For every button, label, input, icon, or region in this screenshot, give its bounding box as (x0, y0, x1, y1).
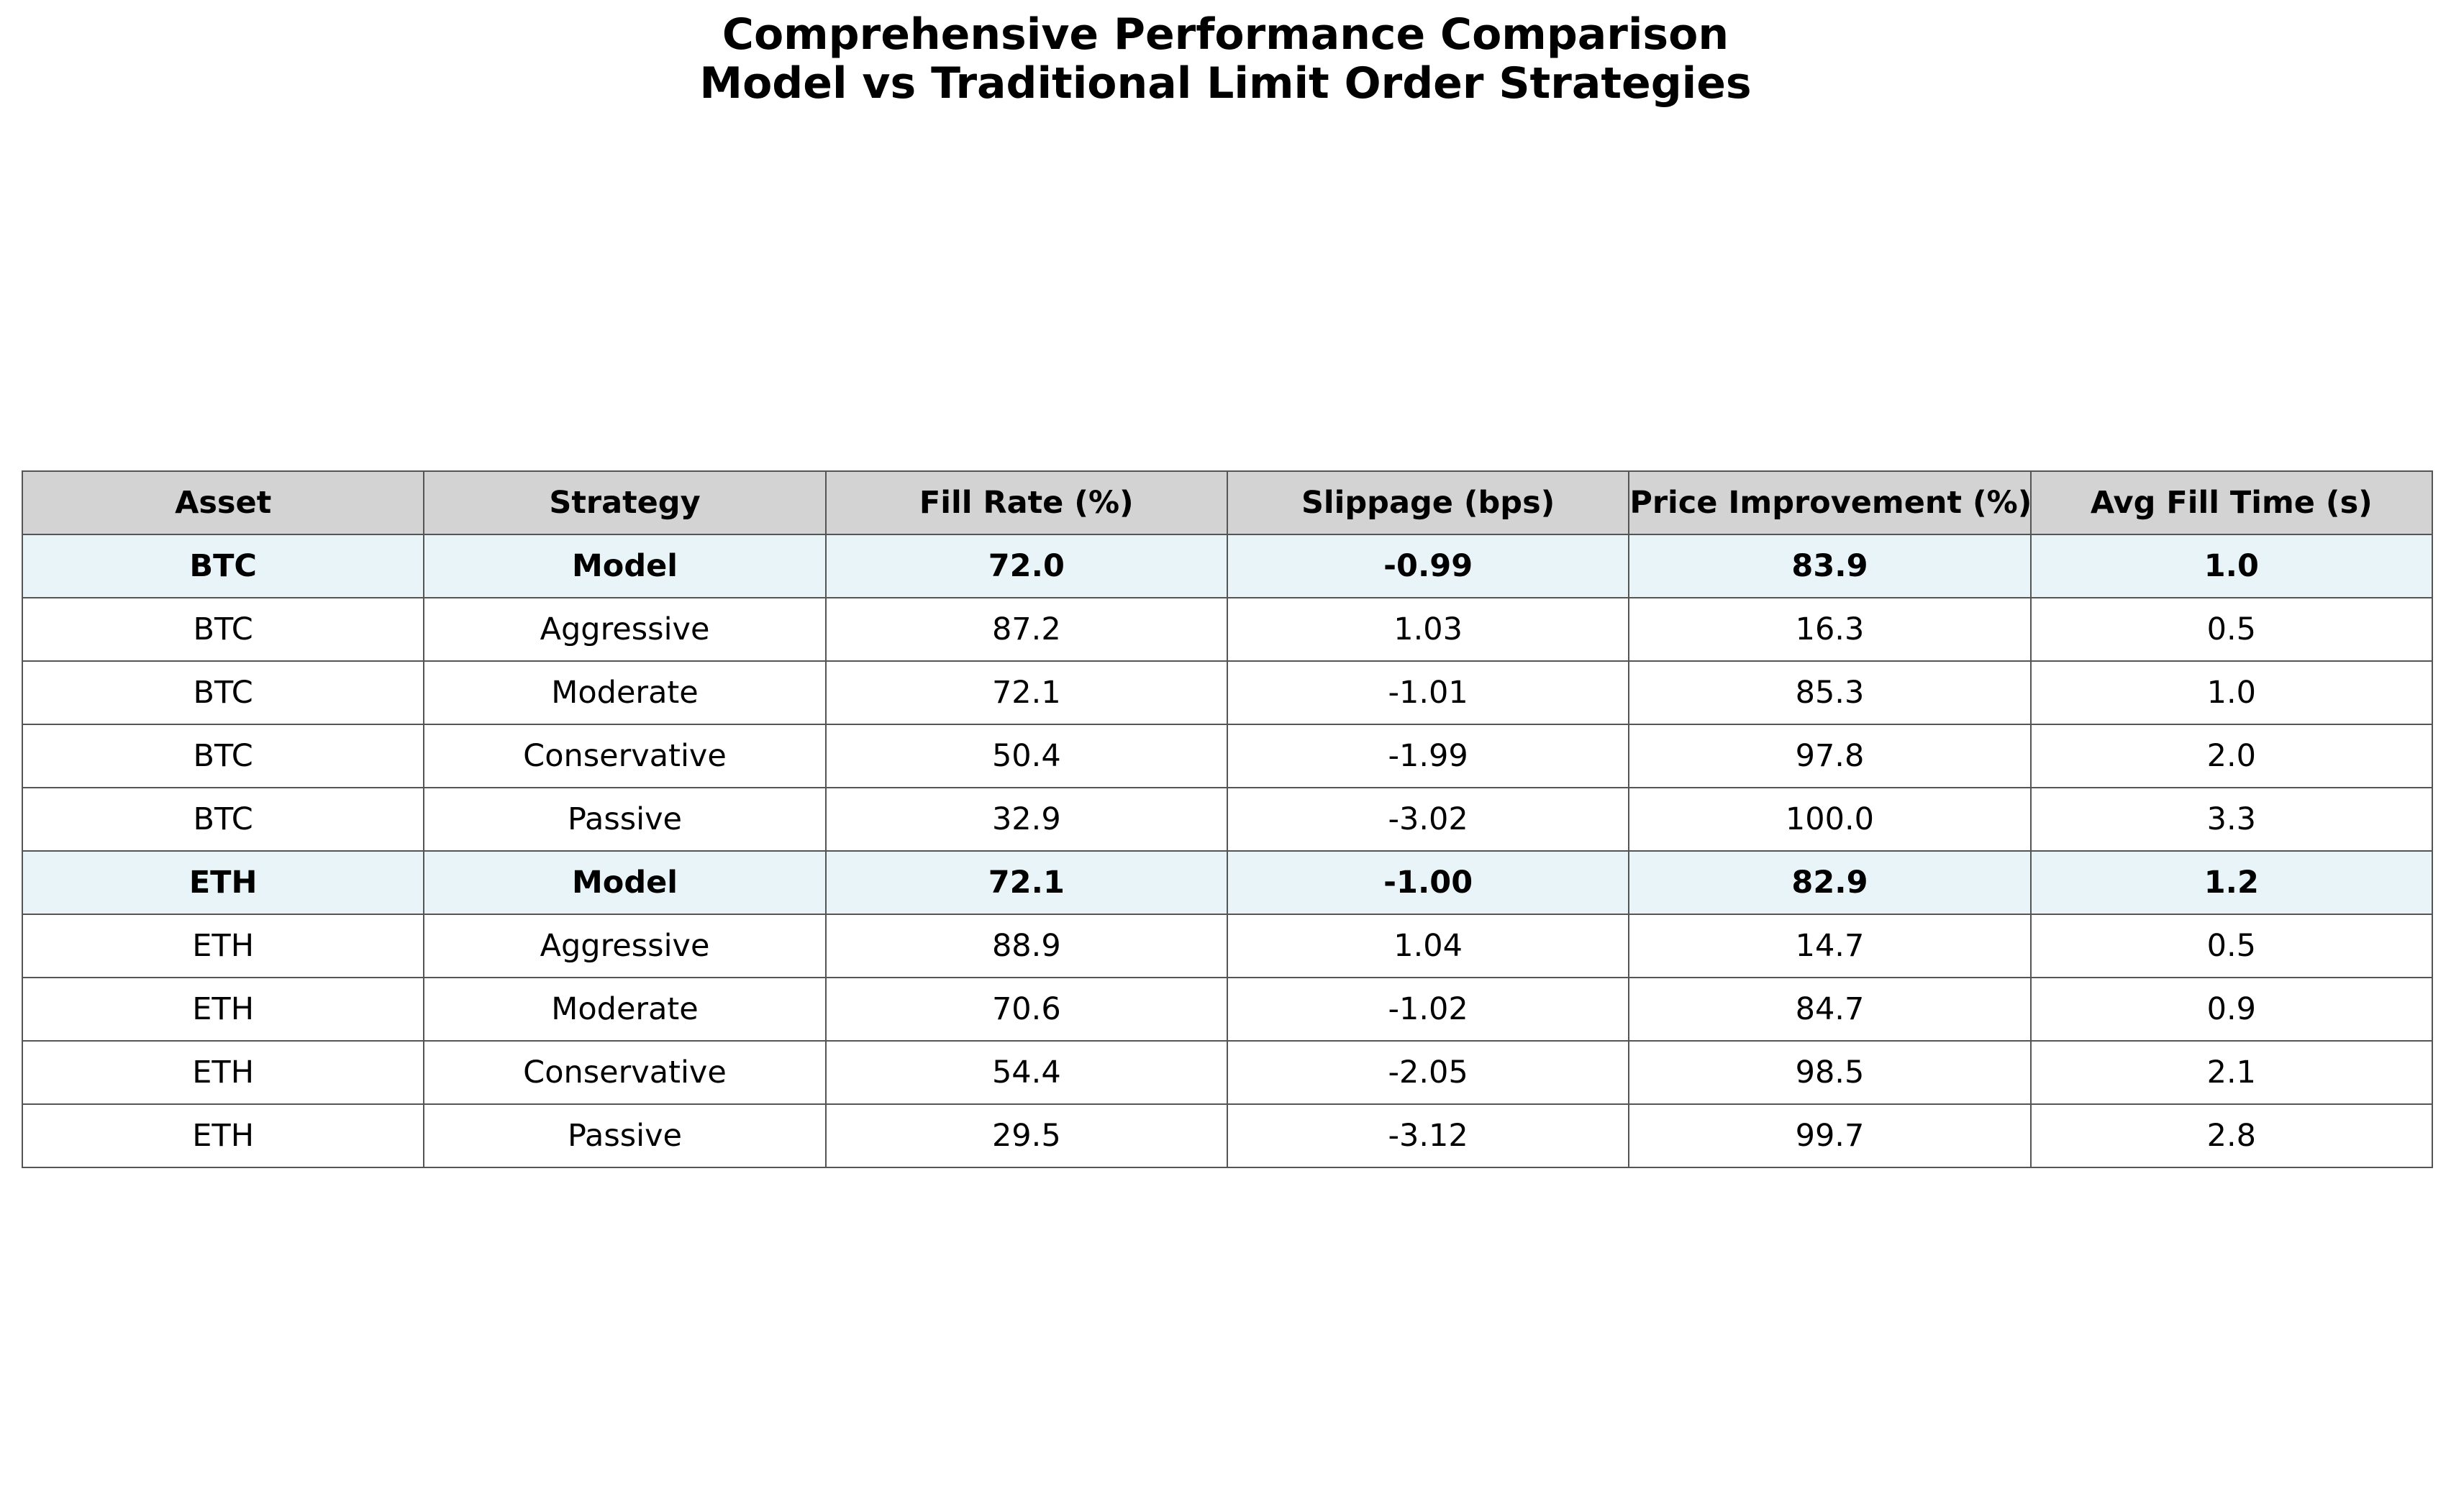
table-cell-price-improvement: 82.9 (1628, 850, 2032, 915)
table-cell-asset: ETH (21, 977, 425, 1042)
table-cell-avg-fill-time: 0.5 (2029, 914, 2434, 978)
table-row: ETH Passive 29.5 -3.12 99.7 2.8 (21, 1103, 2434, 1168)
table-cell-fill-rate: 54.4 (824, 1040, 1228, 1105)
chart-title-line-2: Model vs Traditional Limit Order Strateg… (699, 58, 1752, 109)
table-cell-asset: ETH (21, 914, 425, 978)
table-cell-avg-fill-time: 2.1 (2029, 1040, 2434, 1105)
table-row: BTC Aggressive 87.2 1.03 16.3 0.5 (21, 597, 2434, 662)
table-cell-slippage: 1.03 (1226, 597, 1630, 662)
table-cell-asset: BTC (21, 787, 425, 852)
table-cell-slippage: -3.02 (1226, 787, 1630, 852)
table-row: BTC Moderate 72.1 -1.01 85.3 1.0 (21, 660, 2434, 725)
chart-title-line-1: Comprehensive Performance Comparison (722, 9, 1729, 60)
table-cell-slippage: -3.12 (1226, 1103, 1630, 1168)
table-row: ETH Conservative 54.4 -2.05 98.5 2.1 (21, 1040, 2434, 1105)
comparison-table: Asset Strategy Fill Rate (%) Slippage (b… (21, 470, 2434, 1168)
table-cell-avg-fill-time: 0.9 (2029, 977, 2434, 1042)
table-cell-fill-rate: 72.0 (824, 534, 1228, 598)
column-header-slippage: Slippage (bps) (1226, 470, 1630, 535)
table-cell-strategy: Moderate (423, 660, 827, 725)
table-cell-asset: ETH (21, 1103, 425, 1168)
table-row: ETH Moderate 70.6 -1.02 84.7 0.9 (21, 977, 2434, 1042)
table-cell-price-improvement: 99.7 (1628, 1103, 2032, 1168)
table-cell-fill-rate: 50.4 (824, 724, 1228, 788)
table-cell-fill-rate: 32.9 (824, 787, 1228, 852)
table-cell-slippage: -1.01 (1226, 660, 1630, 725)
table-cell-slippage: -2.05 (1226, 1040, 1630, 1105)
table-cell-asset: BTC (21, 724, 425, 788)
table-cell-fill-rate: 29.5 (824, 1103, 1228, 1168)
table-cell-fill-rate: 87.2 (824, 597, 1228, 662)
table-cell-price-improvement: 14.7 (1628, 914, 2032, 978)
table-cell-slippage: 1.04 (1226, 914, 1630, 978)
table-row: ETH Aggressive 88.9 1.04 14.7 0.5 (21, 914, 2434, 978)
table-cell-asset: ETH (21, 850, 425, 915)
table-cell-avg-fill-time: 2.8 (2029, 1103, 2434, 1168)
table-cell-asset: BTC (21, 534, 425, 598)
table-cell-price-improvement: 85.3 (1628, 660, 2032, 725)
table-cell-fill-rate: 72.1 (824, 660, 1228, 725)
table-cell-strategy: Passive (423, 1103, 827, 1168)
table-cell-asset: ETH (21, 1040, 425, 1105)
table-row-model: BTC Model 72.0 -0.99 83.9 1.0 (21, 534, 2434, 598)
table-row: BTC Conservative 50.4 -1.99 97.8 2.0 (21, 724, 2434, 788)
column-header-price-improvement: Price Improvement (%) (1628, 470, 2032, 535)
table-cell-asset: BTC (21, 597, 425, 662)
table-cell-price-improvement: 98.5 (1628, 1040, 2032, 1105)
table-cell-avg-fill-time: 1.0 (2029, 660, 2434, 725)
table-header-row: Asset Strategy Fill Rate (%) Slippage (b… (21, 470, 2434, 535)
table-body: BTC Model 72.0 -0.99 83.9 1.0 BTC Aggressive 87.… (21, 534, 2434, 1168)
table-cell-strategy: Conservative (423, 1040, 827, 1105)
table-cell-strategy: Aggressive (423, 597, 827, 662)
table-cell-strategy: Model (423, 534, 827, 598)
chart-title: Comprehensive Performance Comparison Mod… (0, 10, 2451, 108)
table-cell-price-improvement: 16.3 (1628, 597, 2032, 662)
table-cell-slippage: -1.00 (1226, 850, 1630, 915)
column-header-avg-fill-time: Avg Fill Time (s) (2029, 470, 2434, 535)
table-cell-price-improvement: 97.8 (1628, 724, 2032, 788)
table-cell-fill-rate: 88.9 (824, 914, 1228, 978)
table-cell-avg-fill-time: 3.3 (2029, 787, 2434, 852)
column-header-asset: Asset (21, 470, 425, 535)
table-cell-fill-rate: 70.6 (824, 977, 1228, 1042)
table-row: BTC Passive 32.9 -3.02 100.0 3.3 (21, 787, 2434, 852)
table-cell-asset: BTC (21, 660, 425, 725)
table-cell-avg-fill-time: 2.0 (2029, 724, 2434, 788)
table-cell-price-improvement: 100.0 (1628, 787, 2032, 852)
table-cell-price-improvement: 84.7 (1628, 977, 2032, 1042)
column-header-strategy: Strategy (423, 470, 827, 535)
table-cell-avg-fill-time: 1.0 (2029, 534, 2434, 598)
table-cell-strategy: Conservative (423, 724, 827, 788)
comparison-table-container: Asset Strategy Fill Rate (%) Slippage (b… (21, 470, 2434, 1168)
table-cell-strategy: Passive (423, 787, 827, 852)
table-cell-slippage: -1.02 (1226, 977, 1630, 1042)
table-cell-slippage: -0.99 (1226, 534, 1630, 598)
table-cell-price-improvement: 83.9 (1628, 534, 2032, 598)
table-cell-strategy: Model (423, 850, 827, 915)
table-cell-avg-fill-time: 0.5 (2029, 597, 2434, 662)
table-cell-strategy: Aggressive (423, 914, 827, 978)
table-cell-avg-fill-time: 1.2 (2029, 850, 2434, 915)
table-cell-slippage: -1.99 (1226, 724, 1630, 788)
table-row-model: ETH Model 72.1 -1.00 82.9 1.2 (21, 850, 2434, 915)
table-cell-strategy: Moderate (423, 977, 827, 1042)
column-header-fill-rate: Fill Rate (%) (824, 470, 1228, 535)
table-cell-fill-rate: 72.1 (824, 850, 1228, 915)
